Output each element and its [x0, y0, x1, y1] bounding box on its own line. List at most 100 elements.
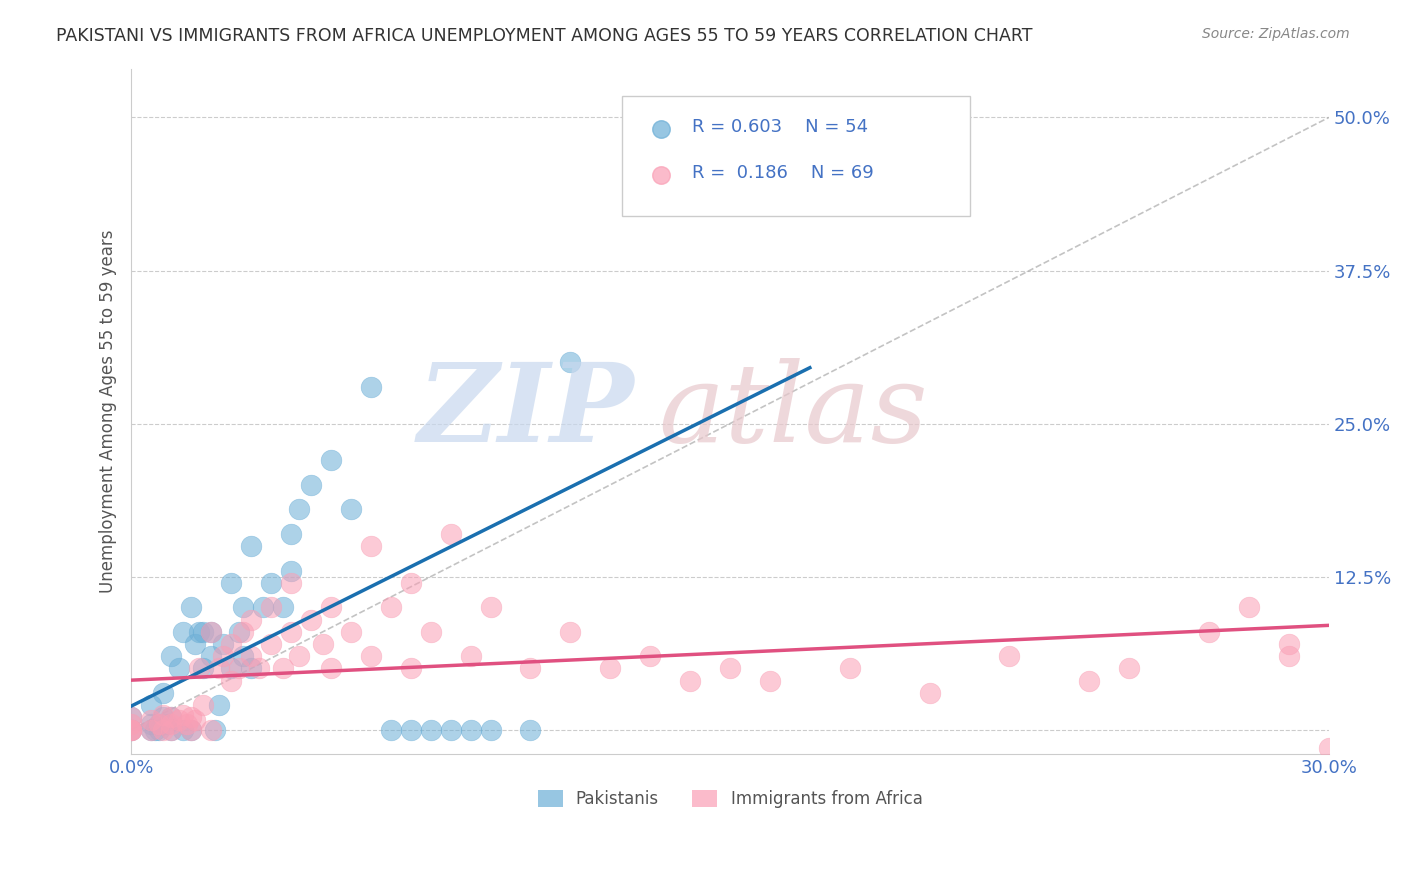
Point	[141, 713, 163, 727]
Point	[560, 355, 582, 369]
Point	[439, 723, 461, 737]
Point	[184, 637, 207, 651]
Point	[252, 600, 274, 615]
Point	[172, 723, 194, 737]
Point	[160, 723, 183, 737]
Point	[120, 710, 142, 724]
Point	[200, 723, 222, 737]
Point	[148, 716, 170, 731]
Point	[228, 624, 250, 639]
Point	[184, 713, 207, 727]
Point	[319, 600, 342, 615]
Point	[288, 649, 311, 664]
Point	[399, 661, 422, 675]
Point	[141, 698, 163, 713]
Point	[519, 723, 541, 737]
Text: ZIP: ZIP	[418, 358, 634, 465]
Point	[200, 649, 222, 664]
Text: Source: ZipAtlas.com: Source: ZipAtlas.com	[1202, 27, 1350, 41]
Point	[399, 723, 422, 737]
Point	[838, 661, 860, 675]
Point	[759, 673, 782, 688]
Point	[167, 661, 190, 675]
Point	[219, 661, 242, 675]
Point	[141, 723, 163, 737]
Point	[360, 649, 382, 664]
Point	[1078, 673, 1101, 688]
Point	[152, 710, 174, 724]
Point	[120, 710, 142, 724]
Point	[160, 649, 183, 664]
Point	[232, 649, 254, 664]
Point	[180, 600, 202, 615]
Point	[319, 453, 342, 467]
Point	[247, 661, 270, 675]
Point	[399, 575, 422, 590]
Point	[280, 526, 302, 541]
Point	[271, 600, 294, 615]
Point	[120, 723, 142, 737]
Point	[143, 723, 166, 737]
Point	[339, 502, 361, 516]
Point	[1118, 661, 1140, 675]
Point	[219, 575, 242, 590]
Point	[460, 723, 482, 737]
Point	[172, 708, 194, 723]
Legend: Pakistanis, Immigrants from Africa: Pakistanis, Immigrants from Africa	[531, 783, 929, 814]
Point	[419, 624, 441, 639]
Point	[1237, 600, 1260, 615]
Point	[141, 723, 163, 737]
Point	[180, 723, 202, 737]
Point	[299, 478, 322, 492]
Point	[188, 624, 211, 639]
Point	[172, 624, 194, 639]
Point	[148, 716, 170, 731]
Point	[191, 624, 214, 639]
Point	[152, 708, 174, 723]
Point	[1278, 649, 1301, 664]
Point	[312, 637, 335, 651]
Point	[156, 716, 179, 731]
Point	[176, 716, 198, 731]
Point	[200, 624, 222, 639]
Point	[152, 723, 174, 737]
Point	[260, 575, 283, 590]
FancyBboxPatch shape	[623, 96, 970, 216]
Point	[560, 624, 582, 639]
Point	[380, 723, 402, 737]
Point	[260, 637, 283, 651]
Point	[299, 613, 322, 627]
Point	[288, 502, 311, 516]
Point	[479, 600, 502, 615]
Text: R =  0.186    N = 69: R = 0.186 N = 69	[692, 164, 873, 182]
Point	[232, 624, 254, 639]
Point	[519, 661, 541, 675]
Point	[152, 686, 174, 700]
Text: R = 0.603    N = 54: R = 0.603 N = 54	[692, 118, 868, 136]
Point	[280, 575, 302, 590]
Point	[160, 710, 183, 724]
Point	[120, 723, 142, 737]
Point	[419, 723, 441, 737]
Point	[439, 526, 461, 541]
Point	[779, 111, 801, 125]
Point	[219, 637, 242, 651]
Point	[679, 673, 702, 688]
Point	[232, 600, 254, 615]
Point	[1317, 741, 1340, 756]
Point	[280, 564, 302, 578]
Point	[280, 624, 302, 639]
Point	[191, 661, 214, 675]
Point	[160, 710, 183, 724]
Point	[339, 624, 361, 639]
Point	[319, 661, 342, 675]
Point	[180, 710, 202, 724]
Y-axis label: Unemployment Among Ages 55 to 59 years: Unemployment Among Ages 55 to 59 years	[100, 229, 117, 593]
Point	[120, 716, 142, 731]
Point	[360, 380, 382, 394]
Point	[180, 723, 202, 737]
Point	[148, 723, 170, 737]
Text: atlas: atlas	[658, 358, 928, 465]
Point	[1198, 624, 1220, 639]
Point	[191, 698, 214, 713]
